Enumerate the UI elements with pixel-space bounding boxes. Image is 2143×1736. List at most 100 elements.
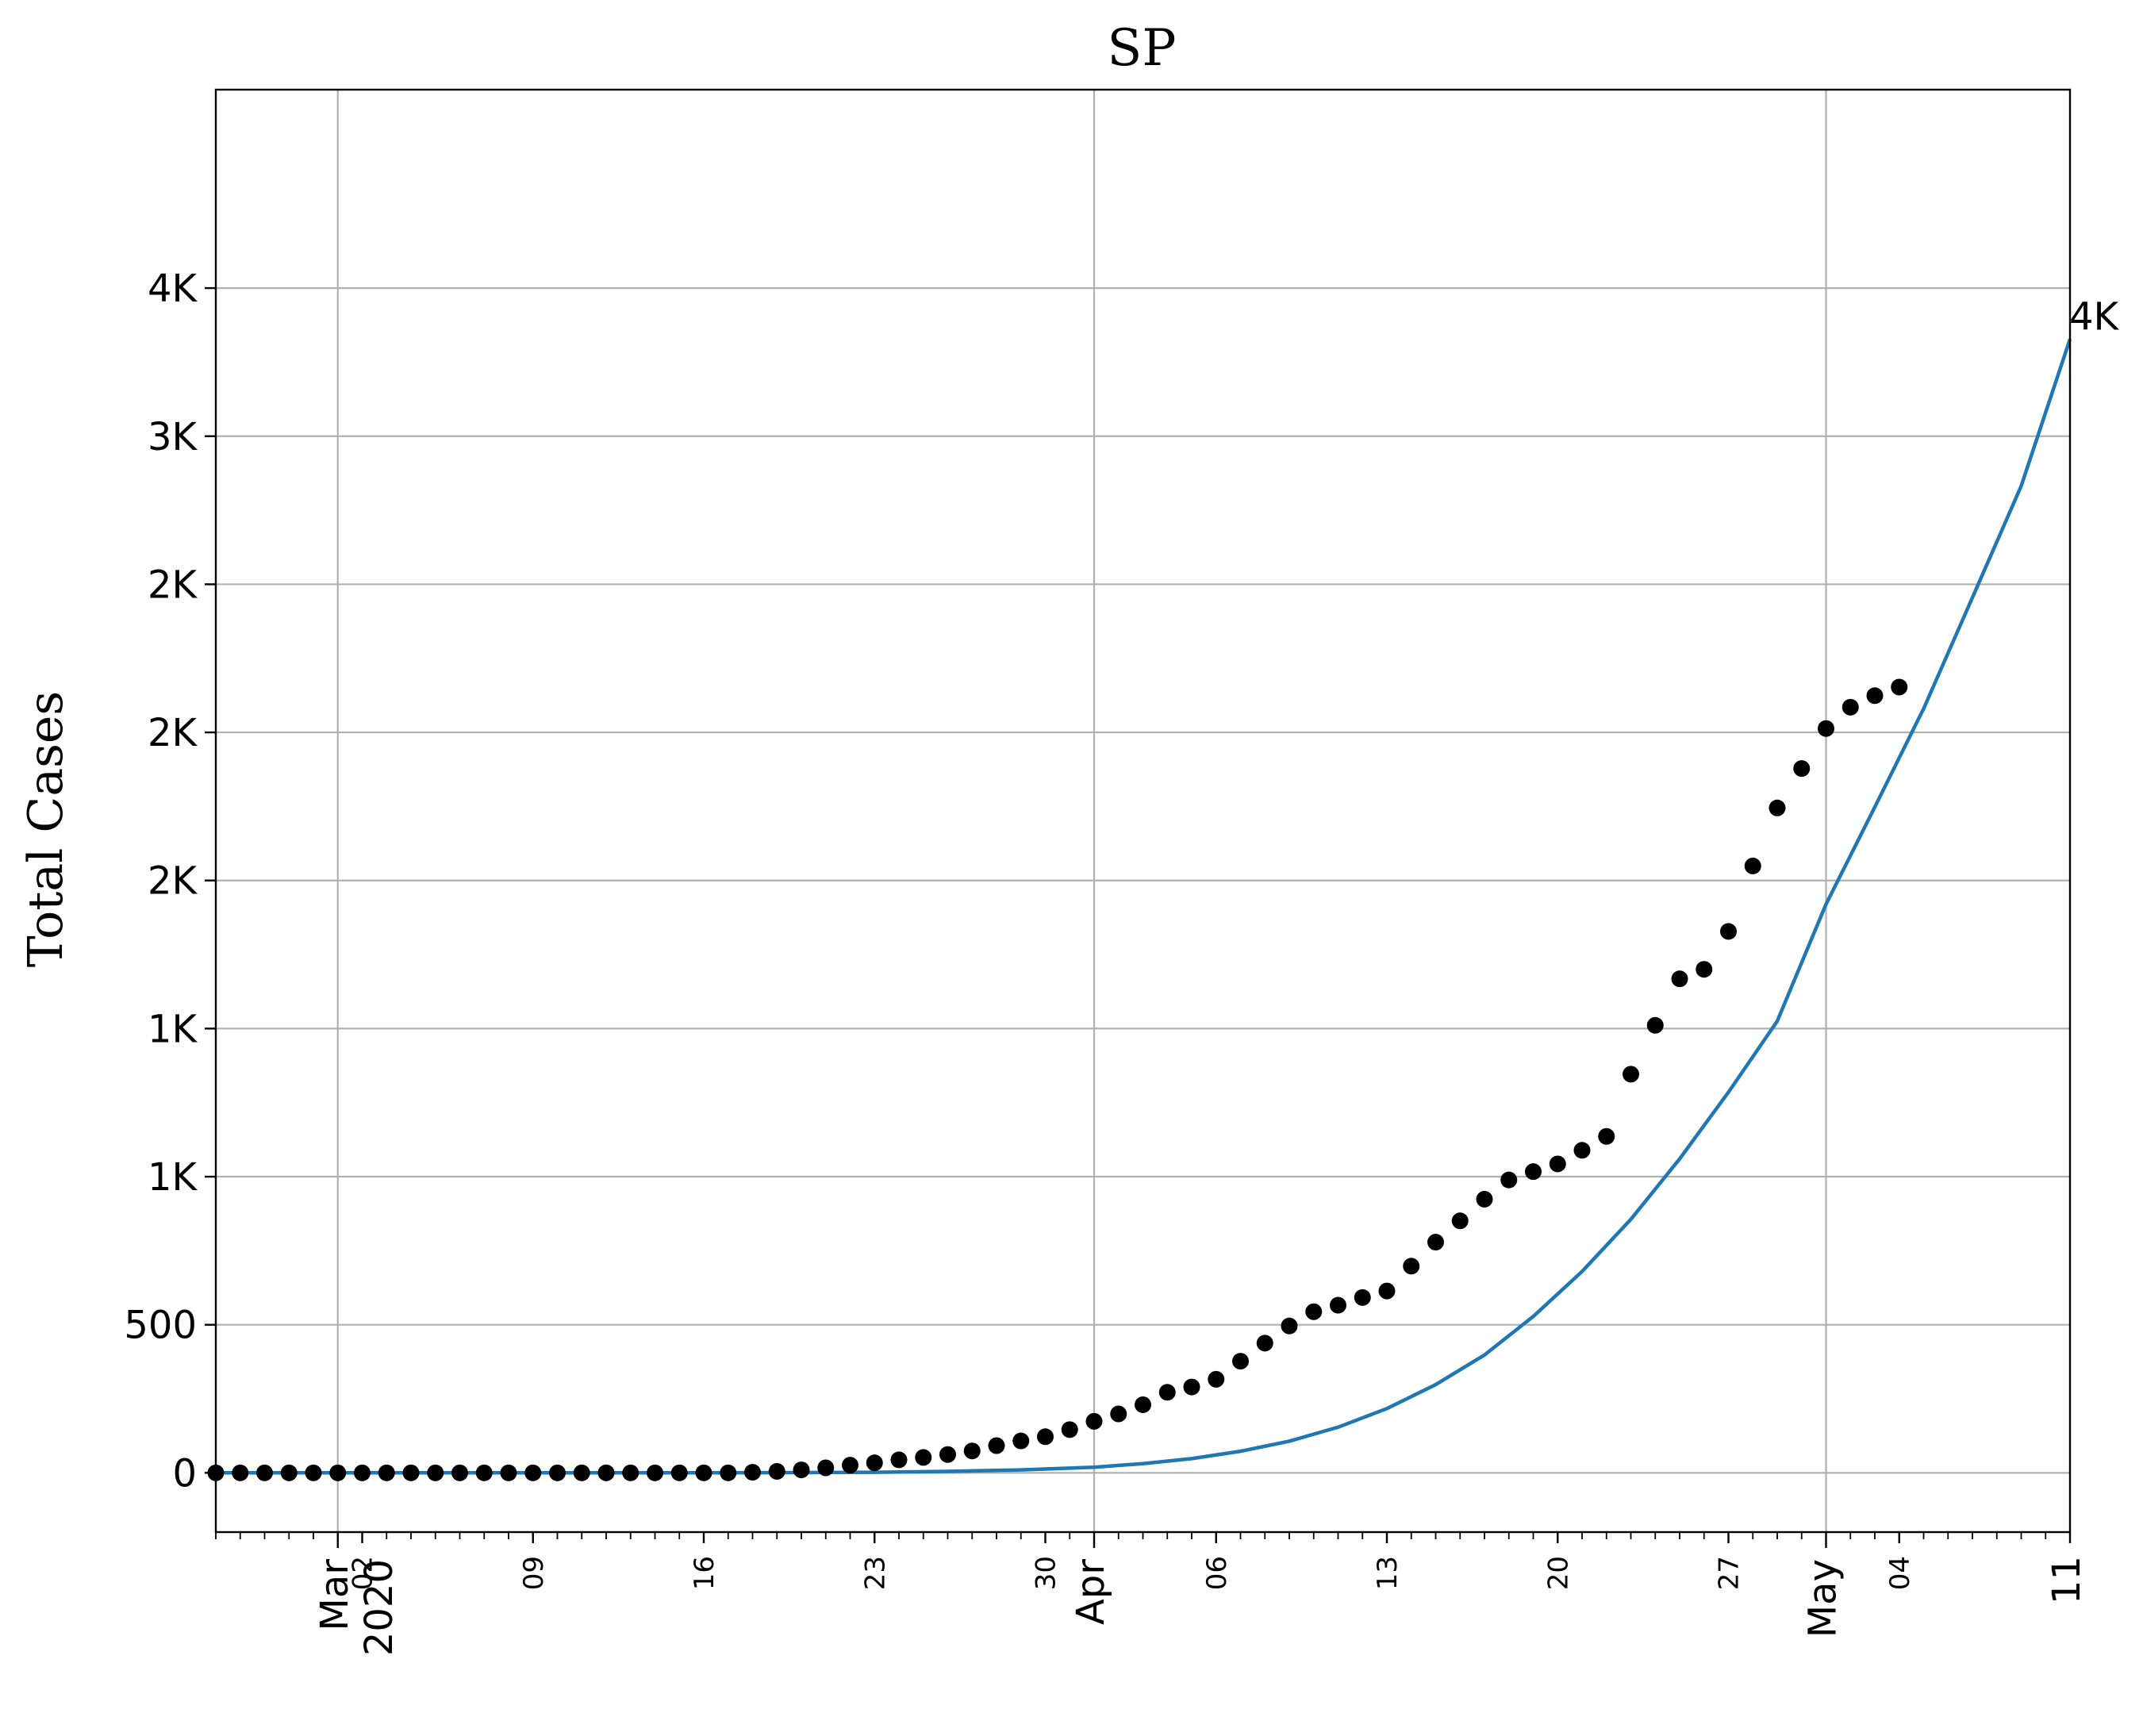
data-point <box>1818 720 1834 737</box>
data-point <box>280 1464 298 1481</box>
data-point <box>549 1464 566 1481</box>
y-tick-label: 2K <box>148 711 198 755</box>
x-major-tick-label: May <box>1801 1559 1845 1638</box>
end-value-annotation: 4K <box>2069 294 2120 339</box>
data-point <box>1256 1335 1273 1352</box>
data-point <box>1891 678 1908 696</box>
data-point <box>1623 1066 1639 1083</box>
gridlines <box>216 90 2070 1532</box>
data-point <box>256 1464 273 1481</box>
data-point <box>842 1457 858 1474</box>
data-point <box>1696 961 1713 978</box>
data-point <box>988 1437 1005 1454</box>
data-point <box>647 1464 663 1481</box>
data-point <box>915 1449 932 1466</box>
data-point <box>1305 1303 1323 1320</box>
x-major-tick-label: Apr <box>1069 1559 1113 1625</box>
y-tick-label: 1K <box>148 1007 198 1051</box>
plot-frame <box>214 88 2072 1534</box>
data-point <box>1646 1016 1664 1034</box>
data-point <box>329 1464 347 1481</box>
x-minor-tick-label: 30 <box>1031 1556 1062 1590</box>
x-major-tick-label: 2020 <box>357 1559 401 1656</box>
x-minor-tick-label: 09 <box>518 1556 550 1590</box>
chart-title: SP <box>1108 19 1177 78</box>
x-minor-tick-label: 06 <box>1201 1556 1233 1590</box>
data-point <box>1769 799 1786 816</box>
data-point <box>1012 1432 1030 1450</box>
y-tick-label: 2K <box>148 563 198 607</box>
data-point <box>939 1446 956 1463</box>
x-axis-ticks: Mar 2020 Apr May 02 09 16 23 30 06 13 20 27 04 11 <box>215 1532 2089 1656</box>
data-point <box>1744 857 1761 874</box>
y-axis-ticks: 0 500 1K 1K 2K 2K 2K 3K 4K <box>124 267 216 1496</box>
data-point <box>1281 1317 1298 1335</box>
data-point <box>1330 1296 1346 1314</box>
series-line <box>216 338 2072 1475</box>
data-point <box>1500 1171 1518 1189</box>
data-point <box>866 1454 883 1472</box>
data-point <box>378 1464 395 1481</box>
y-axis-label: Total Cases <box>18 691 74 967</box>
data-point <box>1378 1282 1396 1300</box>
annotations: 4K <box>2069 294 2120 339</box>
data-point <box>1525 1163 1542 1181</box>
data-point <box>1671 970 1688 988</box>
data-point <box>890 1451 908 1469</box>
y-tick-label: 1K <box>148 1155 198 1200</box>
data-point <box>670 1464 688 1481</box>
x-minor-tick-label: 11 <box>2045 1556 2089 1604</box>
data-point <box>768 1462 785 1480</box>
x-major-tick-label: Mar <box>313 1559 357 1631</box>
data-point <box>1403 1258 1420 1275</box>
data-point <box>1549 1155 1566 1173</box>
data-point <box>475 1464 493 1481</box>
data-point <box>1573 1142 1591 1159</box>
data-point <box>963 1442 981 1460</box>
data-point <box>1720 923 1737 940</box>
data-point <box>622 1464 639 1481</box>
data-point <box>427 1464 444 1481</box>
x-minor-tick-label: 27 <box>1714 1556 1746 1590</box>
observed-points <box>207 678 1908 1481</box>
data-point <box>1842 698 1859 716</box>
x-minor-tick-label: 13 <box>1372 1556 1404 1590</box>
data-point <box>305 1464 322 1481</box>
data-point <box>695 1464 712 1481</box>
data-point <box>744 1464 761 1481</box>
data-point <box>1793 760 1811 778</box>
data-point <box>1476 1190 1493 1208</box>
data-point <box>1451 1212 1469 1230</box>
data-point <box>1061 1421 1078 1438</box>
x-minor-tick-label: 02 <box>348 1556 379 1590</box>
y-tick-label: 2K <box>148 859 198 904</box>
x-minor-tick-label: 23 <box>859 1556 891 1590</box>
data-point <box>793 1461 810 1479</box>
data-point <box>1232 1353 1249 1370</box>
data-point <box>402 1464 420 1481</box>
x-minor-tick-label: 16 <box>689 1556 720 1590</box>
data-point <box>1085 1412 1103 1430</box>
data-point <box>573 1464 590 1481</box>
data-point <box>1037 1428 1054 1446</box>
x-minor-tick-label: 20 <box>1542 1556 1574 1590</box>
data-point <box>232 1464 249 1481</box>
data-point <box>1866 687 1884 705</box>
y-tick-label: 3K <box>148 415 198 459</box>
y-tick-label: 4K <box>148 267 198 311</box>
data-point <box>1110 1405 1127 1423</box>
y-tick-label: 500 <box>124 1304 197 1348</box>
data-point <box>1135 1396 1151 1413</box>
model-curve <box>216 338 2072 1475</box>
data-point <box>720 1464 737 1481</box>
data-point <box>1427 1234 1444 1251</box>
data-point <box>451 1464 468 1481</box>
data-point <box>1208 1370 1225 1388</box>
data-point <box>1183 1378 1200 1396</box>
x-minor-tick-label: 04 <box>1884 1556 1916 1590</box>
data-point <box>597 1464 615 1481</box>
data-point <box>1158 1384 1176 1401</box>
data-point <box>354 1464 371 1481</box>
data-point <box>1354 1289 1371 1306</box>
